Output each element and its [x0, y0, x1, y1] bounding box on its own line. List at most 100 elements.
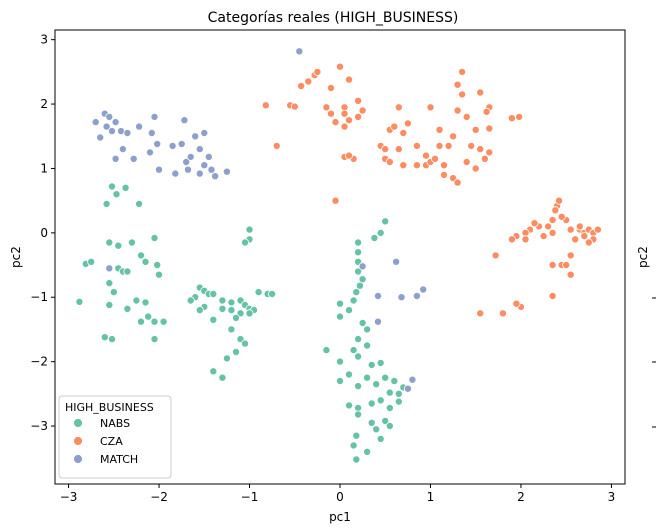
point-nabs — [390, 376, 399, 385]
point-nabs — [376, 396, 385, 405]
point-nabs — [372, 380, 381, 389]
y-tick-label: 3 — [40, 33, 48, 47]
point-cza — [435, 141, 444, 150]
point-cza — [491, 251, 500, 260]
x-tick-label: −1 — [241, 490, 259, 504]
point-match — [147, 128, 156, 137]
point-match — [108, 127, 117, 136]
point-match — [111, 154, 120, 163]
point-nabs — [376, 434, 385, 443]
point-cza — [354, 96, 363, 105]
point-cza — [548, 291, 557, 300]
y-tick-label: 2 — [40, 97, 48, 111]
point-nabs — [123, 267, 132, 276]
point-match — [129, 154, 138, 163]
point-cza — [354, 112, 363, 121]
point-cza — [462, 157, 471, 166]
point-cza — [471, 164, 480, 173]
x-tick-label: 3 — [608, 490, 616, 504]
point-match — [168, 141, 177, 150]
point-nabs — [153, 260, 162, 269]
point-nabs — [335, 357, 344, 366]
point-nabs — [136, 317, 145, 326]
point-match — [195, 145, 204, 154]
point-match — [204, 152, 213, 161]
point-nabs — [209, 315, 218, 324]
point-match — [222, 167, 231, 176]
point-cza — [551, 206, 560, 215]
point-match — [195, 169, 204, 178]
point-nabs — [135, 199, 144, 208]
point-cza — [381, 145, 390, 154]
point-cza — [548, 215, 557, 224]
point-cza — [555, 196, 564, 205]
y-tick-label: 1 — [40, 161, 48, 175]
point-nabs — [105, 238, 114, 247]
point-match — [191, 132, 200, 141]
point-cza — [498, 309, 507, 318]
y-axis-ticks: −3 −2 −1 0 1 2 3 — [30, 33, 55, 433]
legend: HIGH_BUSINESS NABS CZA MATCH — [58, 395, 172, 479]
point-nabs — [376, 358, 385, 367]
point-nabs — [195, 306, 204, 315]
point-cza — [304, 77, 313, 86]
point-nabs — [150, 317, 159, 326]
point-match — [180, 116, 189, 125]
point-nabs — [105, 300, 114, 309]
legend-marker — [73, 418, 83, 428]
point-nabs — [186, 296, 195, 305]
point-cza — [507, 235, 516, 244]
x-tick-label: 0 — [336, 490, 344, 504]
point-cza — [571, 235, 580, 244]
point-cza — [403, 119, 412, 128]
legend-items: NABS CZA MATCH — [73, 417, 138, 466]
point-nabs — [114, 241, 123, 250]
point-nabs — [245, 225, 254, 234]
point-nabs — [354, 382, 363, 391]
point-nabs — [100, 333, 109, 342]
point-cza — [453, 106, 462, 115]
point-nabs — [105, 279, 114, 288]
point-match — [123, 128, 132, 137]
point-nabs — [370, 233, 379, 242]
legend-label: CZA — [100, 435, 123, 448]
point-nabs — [123, 304, 132, 313]
x-axis-ticks: −3 −2 −1 0 1 2 3 — [60, 484, 616, 504]
x-axis-label: pc1 — [329, 510, 351, 524]
point-nabs — [109, 288, 118, 297]
point-nabs — [367, 399, 376, 408]
point-match — [145, 148, 154, 157]
chart-title: Categorías reales (HIGH_BUSINESS) — [208, 10, 459, 26]
point-match — [171, 169, 180, 178]
point-cza — [548, 228, 557, 237]
point-match — [207, 165, 216, 174]
point-cza — [512, 299, 521, 308]
point-nabs — [363, 341, 372, 350]
point-cza — [575, 222, 584, 231]
x-tick-label: 2 — [517, 490, 525, 504]
point-nabs — [349, 296, 358, 305]
point-nabs — [367, 418, 376, 427]
point-match — [200, 161, 209, 170]
point-nabs — [150, 335, 159, 344]
right-panel-y-axis-label: pc2 — [636, 246, 650, 268]
point-match — [412, 291, 421, 300]
legend-label: NABS — [100, 417, 130, 430]
point-nabs — [75, 297, 84, 306]
point-cza — [566, 251, 575, 260]
point-nabs — [354, 352, 363, 361]
point-cza — [394, 103, 403, 112]
y-tick-label: −1 — [30, 290, 48, 304]
point-match — [135, 122, 144, 131]
point-match — [182, 157, 191, 166]
point-cza — [297, 82, 306, 91]
point-nabs — [209, 289, 218, 298]
point-cza — [462, 112, 471, 121]
point-match — [102, 122, 111, 131]
point-cza — [471, 125, 480, 134]
point-nabs — [367, 360, 376, 369]
point-nabs — [102, 199, 111, 208]
point-match — [153, 139, 162, 148]
point-nabs — [144, 312, 153, 321]
point-nabs — [240, 238, 249, 247]
